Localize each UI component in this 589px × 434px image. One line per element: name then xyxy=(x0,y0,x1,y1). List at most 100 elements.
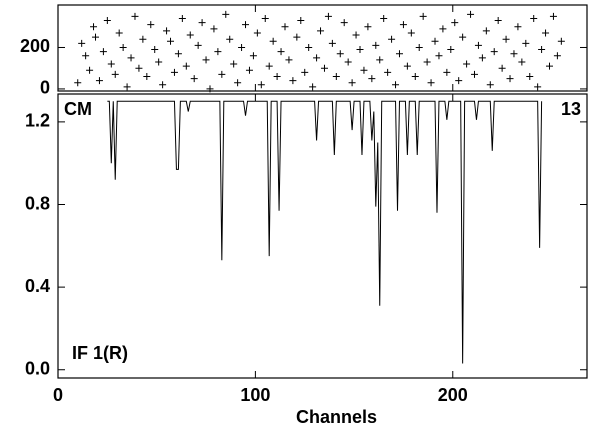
point xyxy=(186,31,194,39)
point xyxy=(423,58,431,66)
point xyxy=(238,43,246,51)
point xyxy=(147,21,155,29)
point xyxy=(74,79,82,87)
point xyxy=(245,66,253,74)
point xyxy=(557,37,565,45)
point xyxy=(265,62,273,70)
point xyxy=(336,50,344,58)
annotation: 13 xyxy=(561,99,581,119)
point xyxy=(95,77,103,85)
point xyxy=(320,64,328,72)
point xyxy=(348,79,356,87)
point xyxy=(494,17,502,25)
point xyxy=(103,17,111,25)
point xyxy=(522,39,530,47)
point xyxy=(281,23,289,31)
point xyxy=(352,31,360,39)
point xyxy=(309,83,317,91)
point xyxy=(127,54,135,62)
point xyxy=(518,58,526,66)
point xyxy=(107,60,115,68)
point xyxy=(455,77,463,85)
point xyxy=(90,23,98,31)
point xyxy=(226,35,234,43)
point xyxy=(356,46,364,54)
point xyxy=(214,48,222,56)
point xyxy=(249,52,257,60)
point xyxy=(111,70,119,78)
point xyxy=(502,35,510,43)
point xyxy=(419,12,427,20)
x-tick-label: 200 xyxy=(438,385,468,405)
point xyxy=(135,64,143,72)
line xyxy=(107,100,543,364)
point xyxy=(380,14,388,22)
point xyxy=(439,25,447,33)
point xyxy=(372,41,380,49)
plot-frame xyxy=(57,93,588,379)
point xyxy=(364,23,372,31)
point xyxy=(297,17,305,25)
point xyxy=(514,23,522,31)
point xyxy=(478,54,486,62)
point xyxy=(163,27,171,35)
point xyxy=(182,62,190,70)
point xyxy=(151,46,159,54)
y-tick-label: 0.0 xyxy=(25,358,50,378)
x-tick-label: 100 xyxy=(240,385,270,405)
point xyxy=(399,21,407,29)
point xyxy=(344,58,352,66)
point xyxy=(277,48,285,56)
point xyxy=(143,72,151,80)
point xyxy=(490,48,498,56)
point xyxy=(131,12,139,20)
point xyxy=(198,19,206,27)
point xyxy=(190,75,198,83)
point xyxy=(194,41,202,49)
annotation: IF 1(R) xyxy=(72,343,128,363)
point xyxy=(411,72,419,80)
point xyxy=(293,33,301,41)
point xyxy=(474,41,482,49)
point xyxy=(542,29,550,37)
point xyxy=(482,27,490,35)
point xyxy=(415,43,423,51)
point xyxy=(384,68,392,76)
point xyxy=(257,81,265,89)
point xyxy=(269,37,277,45)
point xyxy=(305,43,313,51)
point xyxy=(388,35,396,43)
point xyxy=(170,68,178,76)
point xyxy=(99,48,107,56)
point xyxy=(119,43,127,51)
point xyxy=(510,50,518,58)
point xyxy=(261,14,269,22)
y-tick-label: 0.8 xyxy=(25,193,50,213)
point xyxy=(368,75,376,83)
point xyxy=(427,79,435,87)
point xyxy=(92,33,100,41)
point xyxy=(534,83,542,91)
plot-frame xyxy=(57,4,588,92)
point xyxy=(506,75,514,83)
annotation: CM xyxy=(64,99,92,119)
point xyxy=(159,81,167,89)
point xyxy=(123,83,131,91)
point xyxy=(486,81,494,89)
point xyxy=(273,72,281,80)
point xyxy=(459,33,467,41)
point xyxy=(206,85,214,93)
point xyxy=(218,70,226,78)
point xyxy=(230,60,238,68)
point xyxy=(174,50,182,58)
y-tick-label: 0.4 xyxy=(25,276,50,296)
point xyxy=(253,29,261,37)
point xyxy=(313,54,321,62)
point xyxy=(376,56,384,64)
point xyxy=(395,50,403,58)
y-tick-label: 200 xyxy=(20,36,50,56)
point xyxy=(553,52,561,60)
point xyxy=(470,70,478,78)
point xyxy=(317,27,325,35)
